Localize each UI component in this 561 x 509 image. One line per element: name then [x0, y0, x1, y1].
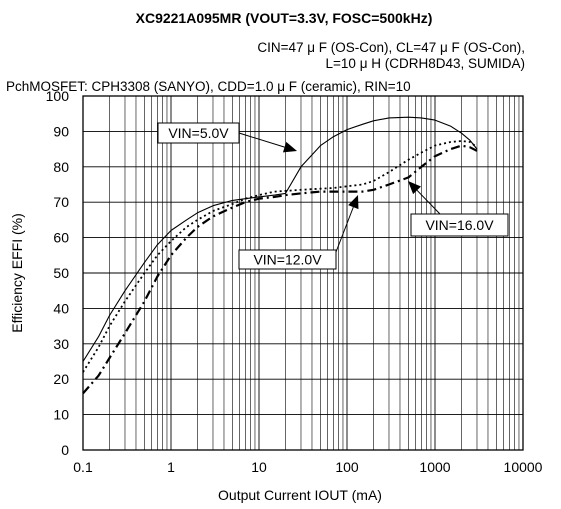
y-tick-label: 50	[53, 265, 69, 281]
x-tick-label: 1	[167, 459, 175, 475]
y-tick-label: 20	[53, 371, 69, 387]
y-tick-label: 80	[53, 159, 69, 175]
condition-line-2: L=10 μ H (CDRH8D43, SUMIDA)	[326, 56, 525, 71]
annotation-arrow-line	[335, 206, 354, 253]
annotation-arrow-head	[282, 141, 297, 153]
series-line	[82, 140, 478, 373]
y-tick-label: 30	[53, 336, 69, 352]
condition-line-3: PchMOSFET: CPH3308 (SANYO), CDD=1.0 μ F …	[6, 79, 411, 94]
annotation-label: VIN=5.0V	[168, 125, 229, 141]
annotation-arrow-head	[348, 195, 359, 210]
x-axis-label: Output Current IOUT (mA)	[218, 487, 382, 503]
annotation-callout: VIN=5.0V	[157, 122, 297, 153]
annotation-arrow-line	[416, 189, 441, 215]
annotation-arrow-head	[408, 181, 421, 195]
tick-labels: 0.1 1 10 100 1000 10000 0 10 20 30 40 50 60 70 80 90 100	[46, 88, 543, 475]
y-tick-label: 70	[53, 194, 69, 210]
y-tick-label: 0	[61, 442, 69, 458]
x-tick-label: 1000	[419, 459, 450, 475]
series-line	[82, 144, 478, 395]
x-tick-label: 100	[335, 459, 359, 475]
series-lines	[82, 116, 478, 395]
annotation-callout: VIN=12.0V	[238, 195, 359, 270]
y-tick-label: 100	[46, 88, 70, 104]
annotation-box	[410, 213, 509, 237]
grid	[82, 96, 523, 450]
annotation-callout: VIN=16.0V	[408, 181, 509, 237]
x-tick-label: 0.1	[73, 459, 93, 475]
plot-frame	[82, 95, 524, 451]
annotation-label: VIN=12.0V	[253, 252, 322, 268]
annotation-label: VIN=16.0V	[425, 217, 494, 233]
annotation-box	[238, 249, 337, 270]
annotation-arrow-line	[238, 132, 285, 148]
condition-line-1: CIN=47 μ F (OS-Con), CL=47 μ F (OS-Con),	[257, 40, 525, 55]
series-line	[82, 116, 478, 362]
y-tick-label: 90	[53, 123, 69, 139]
y-tick-label: 60	[53, 230, 69, 246]
x-tick-label: 10	[251, 459, 267, 475]
y-axis-label: Efficiency EFFI (%)	[9, 213, 25, 333]
y-tick-label: 40	[53, 300, 69, 316]
annotations: VIN=5.0V VIN=12.0V VIN=16.0V	[157, 122, 509, 270]
chart-title: XC9221A095MR (VOUT=3.3V, FOSC=500kHz)	[136, 10, 433, 26]
y-tick-label: 10	[53, 407, 69, 423]
x-tick-label: 10000	[504, 459, 543, 475]
